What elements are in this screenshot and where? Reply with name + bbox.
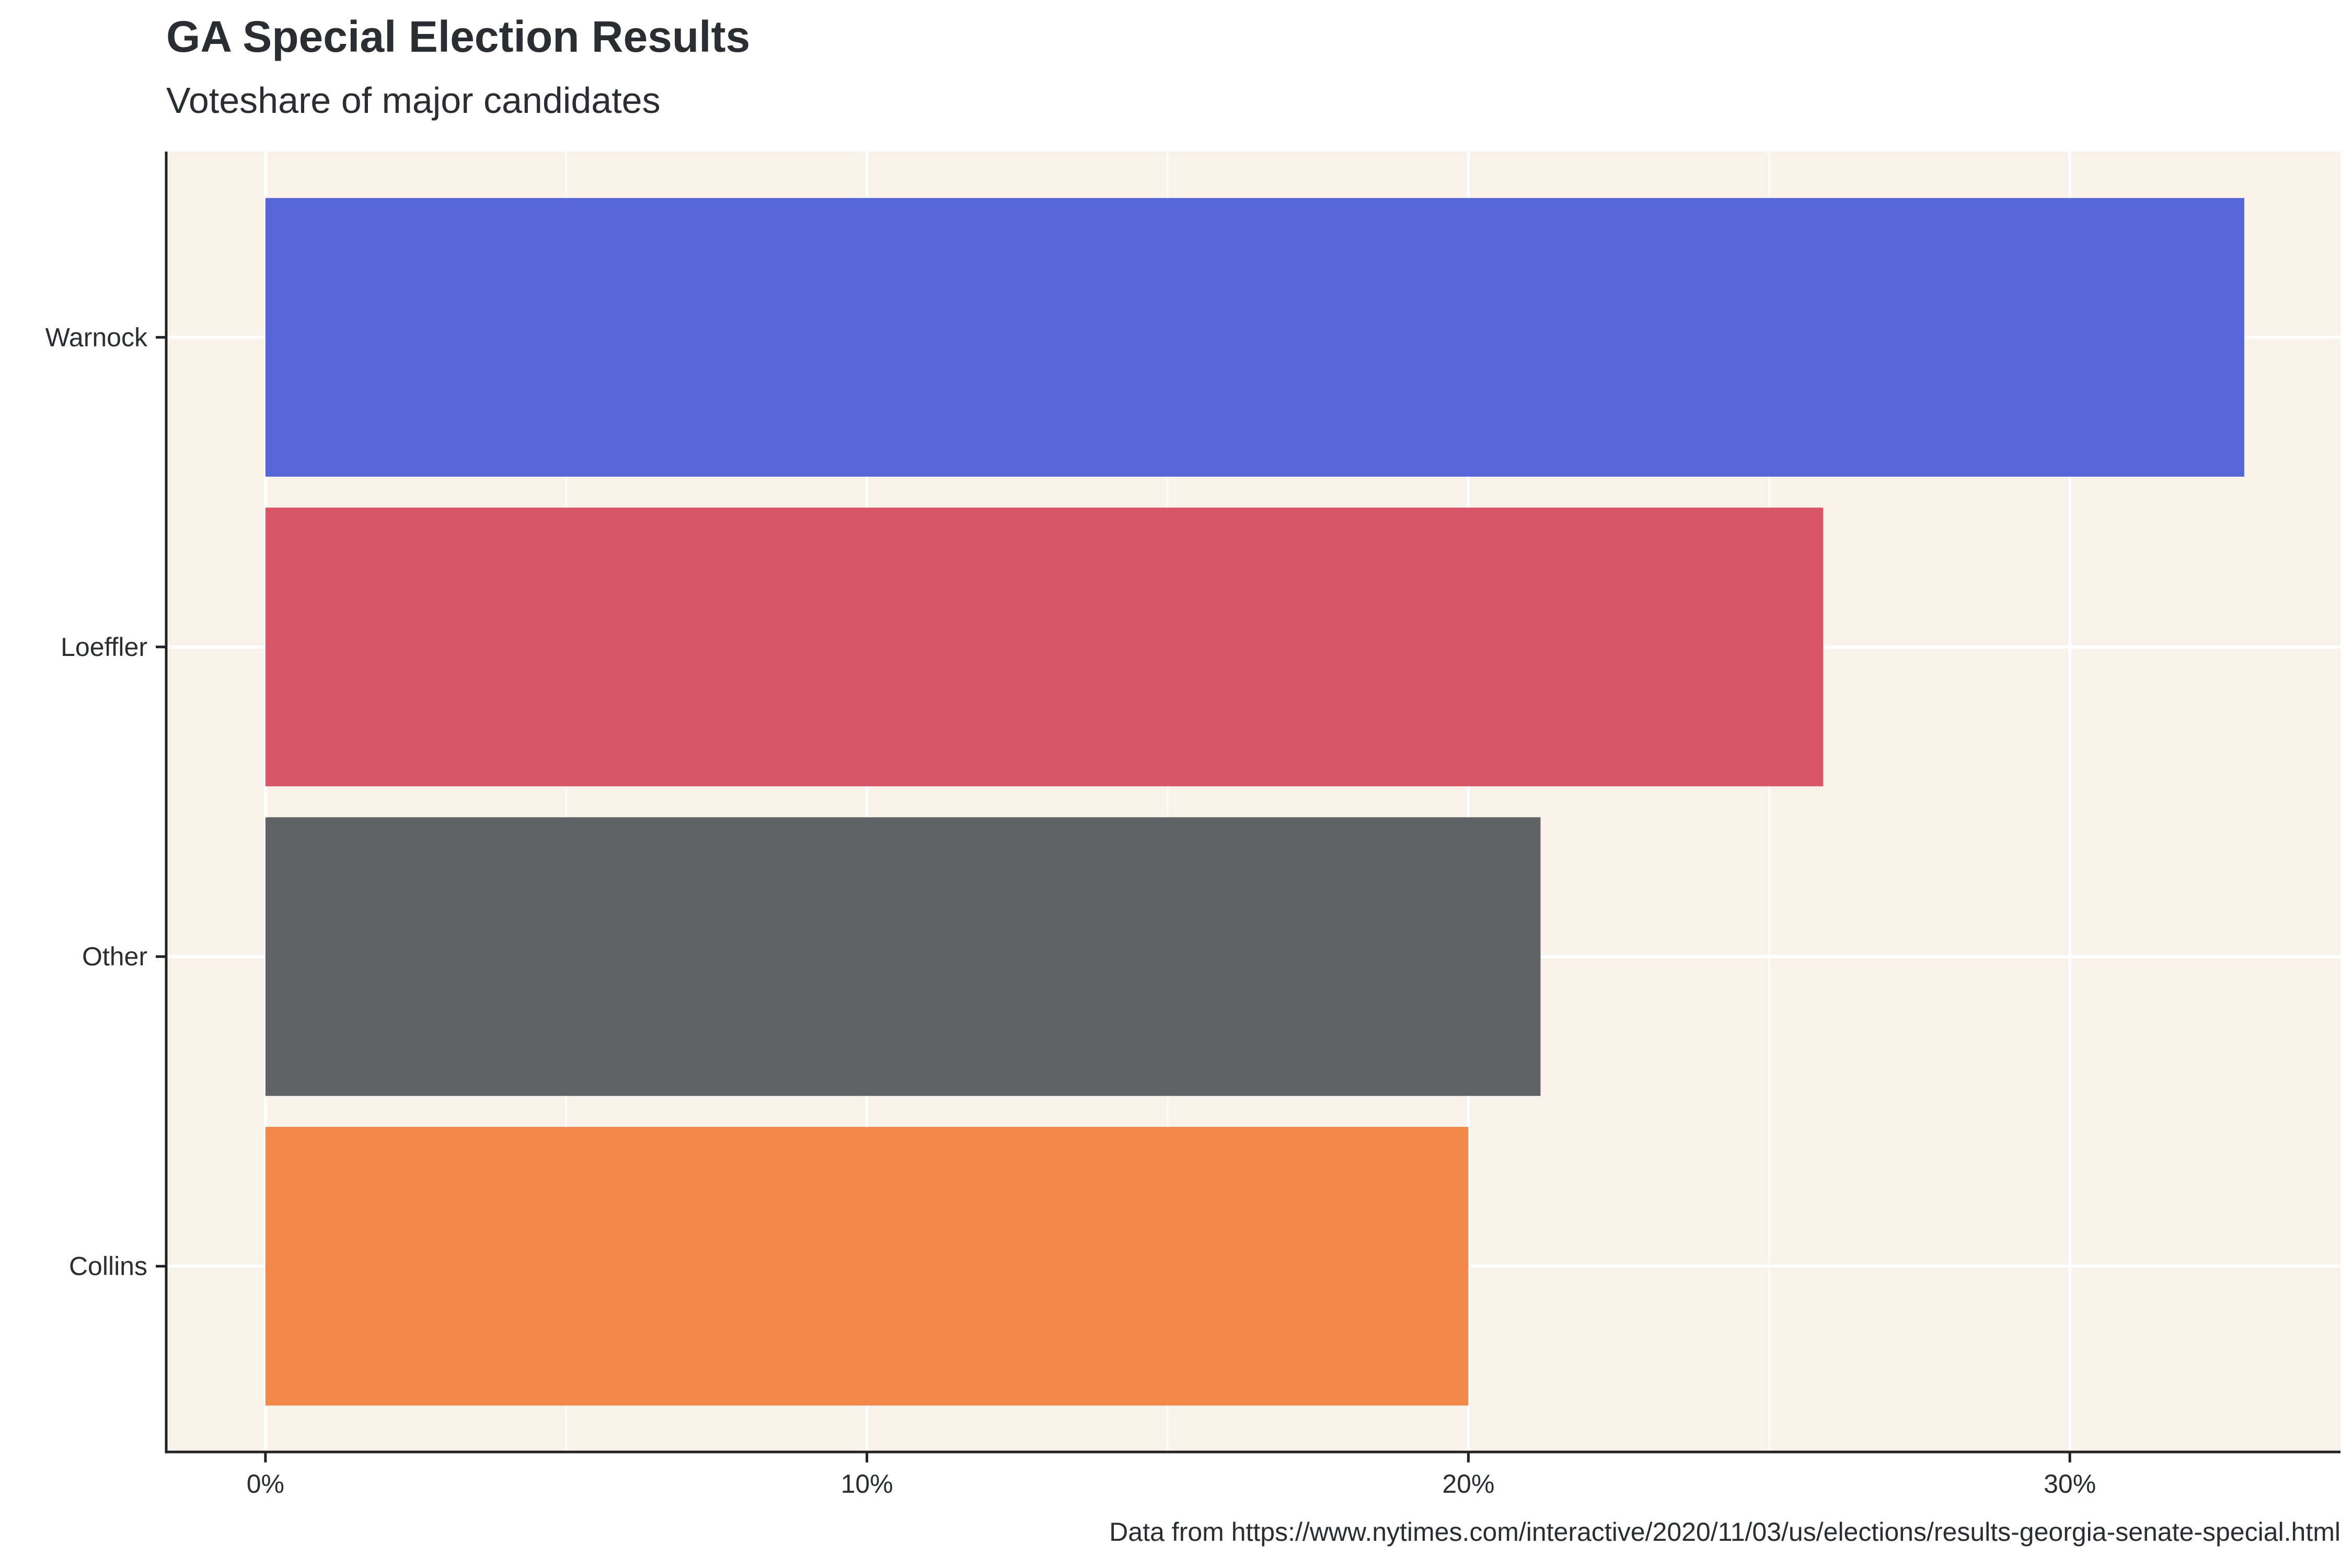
- y-tick-label: Other: [82, 942, 147, 971]
- x-tick-label: 0%: [247, 1469, 284, 1498]
- bar-collins: [265, 1127, 1469, 1406]
- y-tick-label: Collins: [69, 1252, 147, 1281]
- bars: [265, 198, 2244, 1406]
- axes: Warnock Loeffler Other Collins 0% 10% 20% 30%: [45, 152, 2341, 1498]
- chart-subtitle: Voteshare of major candidates: [166, 80, 661, 121]
- y-tick-label: Loeffler: [61, 632, 147, 662]
- chart-title: GA Special Election Results: [166, 12, 751, 61]
- data-source-caption: Data from https://www.nytimes.com/intera…: [1109, 1517, 2341, 1547]
- bar-warnock: [265, 198, 2244, 477]
- x-tick-label: 20%: [1442, 1469, 1494, 1498]
- bar-other: [265, 817, 1541, 1096]
- bar-loeffler: [265, 508, 1824, 787]
- x-tick-label: 30%: [2044, 1469, 2096, 1498]
- x-tick-label: 10%: [841, 1469, 893, 1498]
- y-tick-label: Warnock: [45, 322, 148, 352]
